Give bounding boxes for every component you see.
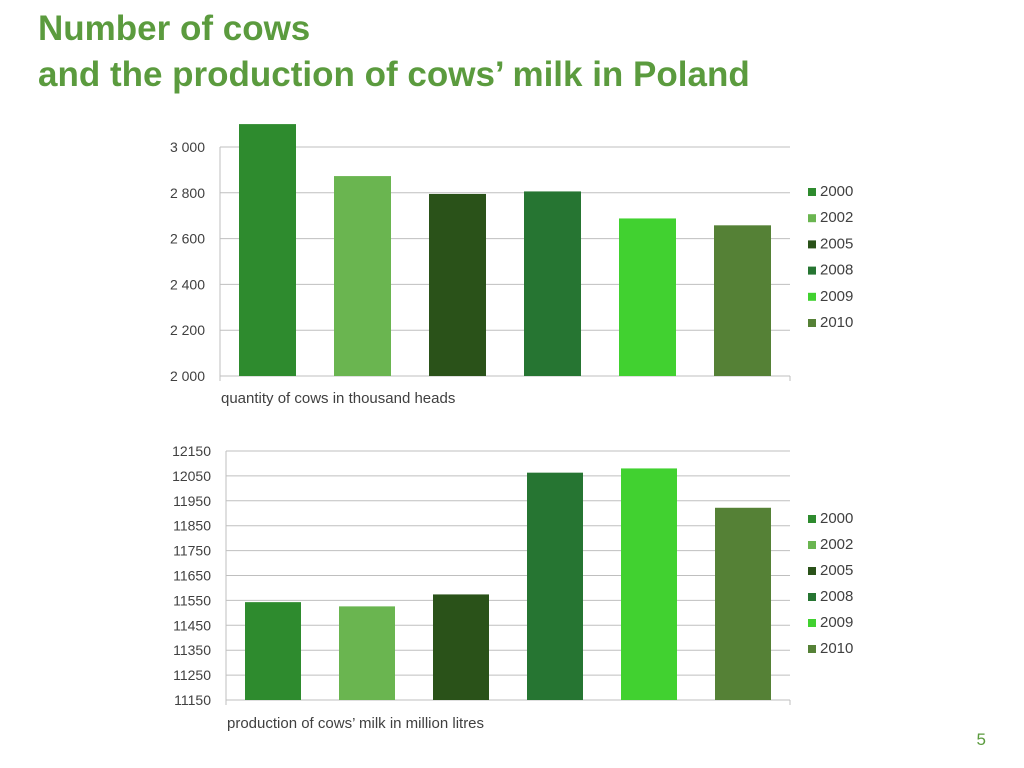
milk-bar-chart-svg: 11150 11250 11350 11450 11550 11650 11750 11850…	[172, 443, 853, 732]
page-number: 5	[976, 730, 986, 749]
milk-bar-2000	[245, 602, 301, 700]
milk-bar-2008	[527, 472, 583, 700]
cows-bar-2005	[429, 193, 486, 376]
milk-bar-2009	[621, 468, 677, 700]
milk-bar-chart: 11150 11250 11350 11450 11550 11650 11750 11850…	[0, 430, 1024, 740]
cows-legend-label-2010: 2010	[820, 314, 853, 331]
cows-bar-2009	[619, 218, 676, 376]
cows-legend-swatch-2000	[808, 188, 816, 196]
cows-bar-2008	[524, 191, 581, 376]
cows-legend-swatch-2008	[808, 266, 816, 275]
cows-bar-chart-svg: 2 000 2 200 2 400 2 600 2 800 3 000 quantity o…	[170, 124, 853, 407]
milk-legend-label-2000: 2000	[820, 510, 853, 527]
milk-y-tick-label: 11850	[173, 518, 211, 534]
milk-y-tick-label: 12050	[172, 468, 211, 484]
milk-x-axis-label: production of cows’ milk in million litr…	[227, 715, 484, 732]
cows-y-tick-label: 2 800	[170, 185, 205, 201]
cows-legend-swatch-2005	[808, 240, 816, 249]
milk-y-tick-label: 11450	[173, 617, 211, 633]
milk-y-tick-label: 11950	[173, 493, 211, 509]
cows-y-tick-label: 2 400	[170, 276, 205, 292]
milk-legend-swatch-2009	[808, 619, 816, 627]
milk-y-tick-label: 11550	[173, 592, 211, 608]
milk-legend-swatch-2002	[808, 541, 816, 549]
slide-title: Number of cows and the production of cow…	[38, 6, 750, 98]
cows-x-axis-label: quantity of cows in thousand heads	[221, 390, 455, 407]
milk-y-tick-label: 12150	[172, 443, 211, 459]
milk-legend-label-2005: 2005	[820, 562, 853, 579]
cows-legend-label-2002: 2002	[820, 209, 853, 226]
milk-y-tick-label: 11150	[174, 692, 211, 708]
cows-y-tick-label: 2 200	[170, 322, 205, 338]
cows-legend-swatch-2009	[808, 292, 816, 301]
cows-y-tick-label: 2 600	[170, 231, 205, 247]
cows-legend-label-2005: 2005	[820, 235, 853, 252]
cows-legend-swatch-2002	[808, 214, 816, 223]
cows-legend-label-2008: 2008	[820, 262, 853, 279]
cows-bar-2010	[714, 225, 771, 376]
milk-legend-swatch-2010	[808, 645, 816, 653]
cows-bar-2002	[334, 176, 391, 376]
milk-legend-label-2008: 2008	[820, 588, 853, 605]
cows-y-tick-label: 2 000	[170, 368, 205, 384]
milk-legend-swatch-2000	[808, 515, 816, 523]
cows-legend-swatch-2010	[808, 319, 816, 327]
milk-y-tick-label: 11750	[173, 543, 211, 559]
milk-bar-2002	[339, 606, 395, 700]
slide-title-line-2: and the production of cows’ milk in Pola…	[38, 55, 750, 94]
milk-y-tick-label: 11650	[173, 568, 211, 584]
milk-legend-label-2009: 2009	[820, 614, 853, 631]
milk-legend-label-2002: 2002	[820, 536, 853, 553]
milk-legend-swatch-2008	[808, 593, 816, 601]
cows-legend-label-2000: 2000	[820, 183, 853, 200]
cows-legend-label-2009: 2009	[820, 288, 853, 305]
cows-bar-chart: 2 000 2 200 2 400 2 600 2 800 3 000 quantity o…	[0, 115, 1024, 420]
slide-title-line-1: Number of cows	[38, 9, 311, 48]
milk-bar-2010	[715, 507, 771, 700]
cows-y-tick-label: 3 000	[170, 139, 205, 155]
cows-bar-2000	[239, 124, 296, 376]
milk-bar-2005	[433, 594, 489, 700]
milk-y-tick-label: 11350	[173, 642, 211, 658]
milk-legend-swatch-2005	[808, 567, 816, 575]
milk-y-tick-label: 11250	[173, 667, 211, 683]
milk-legend-label-2010: 2010	[820, 640, 853, 657]
